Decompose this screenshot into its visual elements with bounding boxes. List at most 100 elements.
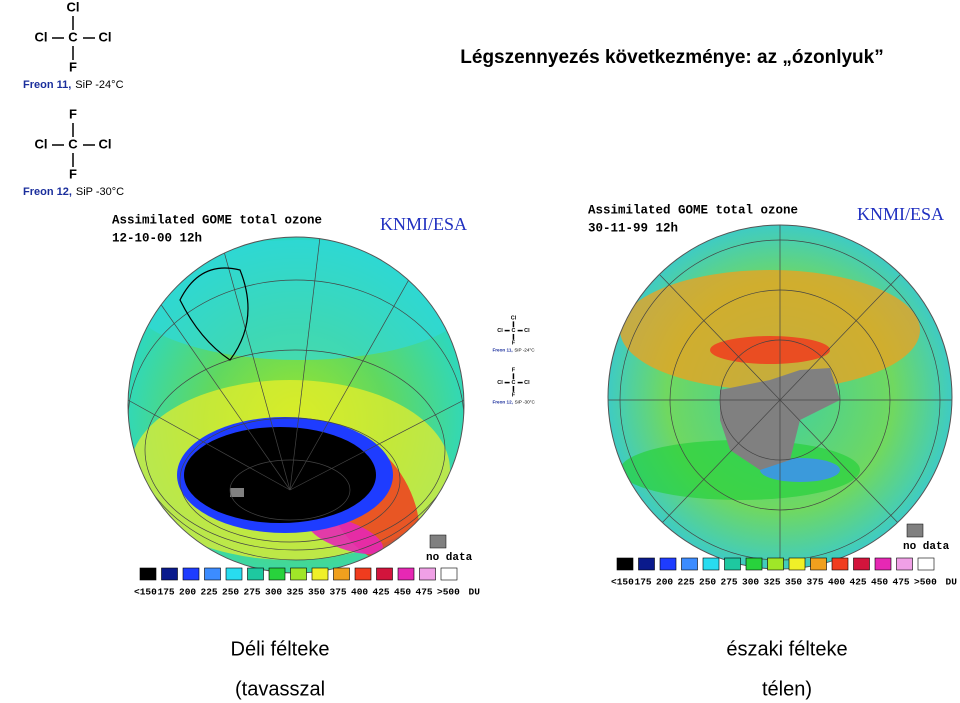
scale-swatch bbox=[247, 567, 264, 581]
scale-swatch bbox=[831, 557, 849, 571]
scale-swatch bbox=[659, 557, 677, 571]
map-date: 12-10-00 12h bbox=[112, 231, 202, 245]
scale-swatch bbox=[440, 567, 458, 581]
scale-swatch bbox=[745, 557, 763, 571]
freon-name: Freon 11, bbox=[492, 348, 512, 353]
no-data-label: no data bbox=[426, 552, 473, 564]
scale-label: 450 bbox=[394, 587, 411, 598]
atom: Cl bbox=[99, 136, 112, 151]
map-caption: (tavasszal bbox=[235, 678, 325, 700]
no-data-swatch bbox=[906, 523, 924, 538]
scale-label: 475 bbox=[893, 577, 910, 588]
no-data-swatch bbox=[429, 534, 447, 549]
map-credit: KNMI/ESA bbox=[380, 214, 467, 234]
no-data-label: no data bbox=[903, 541, 950, 553]
scale-swatch bbox=[853, 557, 870, 571]
southern-globe bbox=[128, 237, 464, 573]
freon-name: Freon 12, bbox=[23, 186, 72, 198]
scale-label: DU bbox=[469, 587, 481, 598]
scale-label: 375 bbox=[807, 577, 824, 588]
scale-swatch bbox=[724, 557, 741, 571]
map-heading: Assimilated GOME total ozone bbox=[588, 203, 798, 217]
scale-label: 275 bbox=[721, 577, 738, 588]
freon-caption: Freon 12, SiP -30°C bbox=[492, 400, 535, 405]
scale-label: 350 bbox=[785, 577, 802, 588]
scale-swatch bbox=[767, 557, 784, 571]
scale-swatch bbox=[376, 567, 393, 581]
scale-label: 375 bbox=[330, 587, 347, 598]
atom: Cl bbox=[35, 136, 48, 151]
scale-swatch bbox=[874, 557, 892, 571]
scale-label: 400 bbox=[828, 577, 845, 588]
scale-label: 400 bbox=[351, 587, 368, 598]
scale-swatch bbox=[397, 567, 415, 581]
scale-label: 275 bbox=[244, 587, 261, 598]
scale-swatch bbox=[333, 567, 350, 581]
scale-swatch bbox=[681, 557, 698, 571]
freon-boiling: SiP -24°C bbox=[75, 79, 123, 91]
atom: F bbox=[69, 106, 77, 121]
scale-label: >500 bbox=[914, 577, 937, 588]
freon-boiling: SiP -24°C bbox=[514, 348, 535, 353]
scale-label: 425 bbox=[850, 577, 867, 588]
scale-label: <150 bbox=[134, 587, 157, 598]
scale-label: 350 bbox=[308, 587, 325, 598]
atom: F bbox=[69, 166, 77, 181]
atom: Cl bbox=[497, 328, 503, 334]
scale-swatch bbox=[161, 567, 178, 581]
scale-swatch bbox=[204, 567, 221, 581]
freon-name: Freon 11, bbox=[23, 79, 71, 91]
scale-label: DU bbox=[946, 577, 958, 588]
atom: Cl bbox=[511, 315, 517, 321]
scale-label: 225 bbox=[201, 587, 218, 598]
scale-swatch bbox=[354, 567, 372, 581]
atom: C bbox=[68, 29, 78, 44]
atom: Cl bbox=[524, 328, 530, 334]
freon-boiling: SiP -30°C bbox=[76, 186, 124, 198]
scale-label: 175 bbox=[158, 587, 175, 598]
scale-swatch bbox=[290, 567, 307, 581]
scale-swatch bbox=[616, 557, 634, 571]
scale-label: 450 bbox=[871, 577, 888, 588]
scale-label: 200 bbox=[656, 577, 673, 588]
scale-label: 250 bbox=[699, 577, 716, 588]
scale-label: 175 bbox=[635, 577, 652, 588]
scale-swatch bbox=[638, 557, 655, 571]
scale-swatch bbox=[788, 557, 806, 571]
scale-swatch bbox=[896, 557, 913, 571]
map-date: 30-11-99 12h bbox=[588, 221, 678, 235]
atom: F bbox=[512, 367, 516, 373]
atom: F bbox=[512, 341, 516, 347]
scale-label: >500 bbox=[437, 587, 460, 598]
atom: C bbox=[511, 328, 515, 334]
scale-swatch bbox=[182, 567, 200, 581]
scale-swatch bbox=[419, 567, 436, 581]
scale-swatch bbox=[702, 557, 720, 571]
map-credit: KNMI/ESA bbox=[857, 204, 944, 224]
slide-title: Légszennyezés következménye: az „ózonlyu… bbox=[460, 47, 883, 68]
map-caption: északi félteke bbox=[726, 638, 847, 660]
scale-label: 300 bbox=[265, 587, 282, 598]
northern-globe bbox=[608, 225, 952, 569]
scale-swatch bbox=[917, 557, 935, 571]
freon-caption: Freon 11, SiP -24°C bbox=[492, 348, 535, 353]
scale-label: 200 bbox=[179, 587, 196, 598]
freon-name: Freon 12, bbox=[492, 400, 513, 405]
scale-swatch bbox=[311, 567, 329, 581]
scale-label: 325 bbox=[764, 577, 781, 588]
scale-label: 250 bbox=[222, 587, 239, 598]
freon-caption: Freon 11, SiP -24°C bbox=[23, 79, 124, 91]
scale-label: 300 bbox=[742, 577, 759, 588]
scale-label: 475 bbox=[416, 587, 433, 598]
scale-label: 225 bbox=[678, 577, 695, 588]
freon-boiling: SiP -30°C bbox=[515, 400, 536, 405]
atom: C bbox=[511, 380, 515, 386]
map-caption: Déli félteke bbox=[231, 638, 330, 660]
scale-swatch bbox=[810, 557, 827, 571]
map-caption: télen) bbox=[762, 678, 812, 700]
atom: Cl bbox=[35, 29, 48, 44]
scale-swatch bbox=[225, 567, 243, 581]
atom: Cl bbox=[524, 380, 530, 386]
scale-label: 425 bbox=[373, 587, 390, 598]
